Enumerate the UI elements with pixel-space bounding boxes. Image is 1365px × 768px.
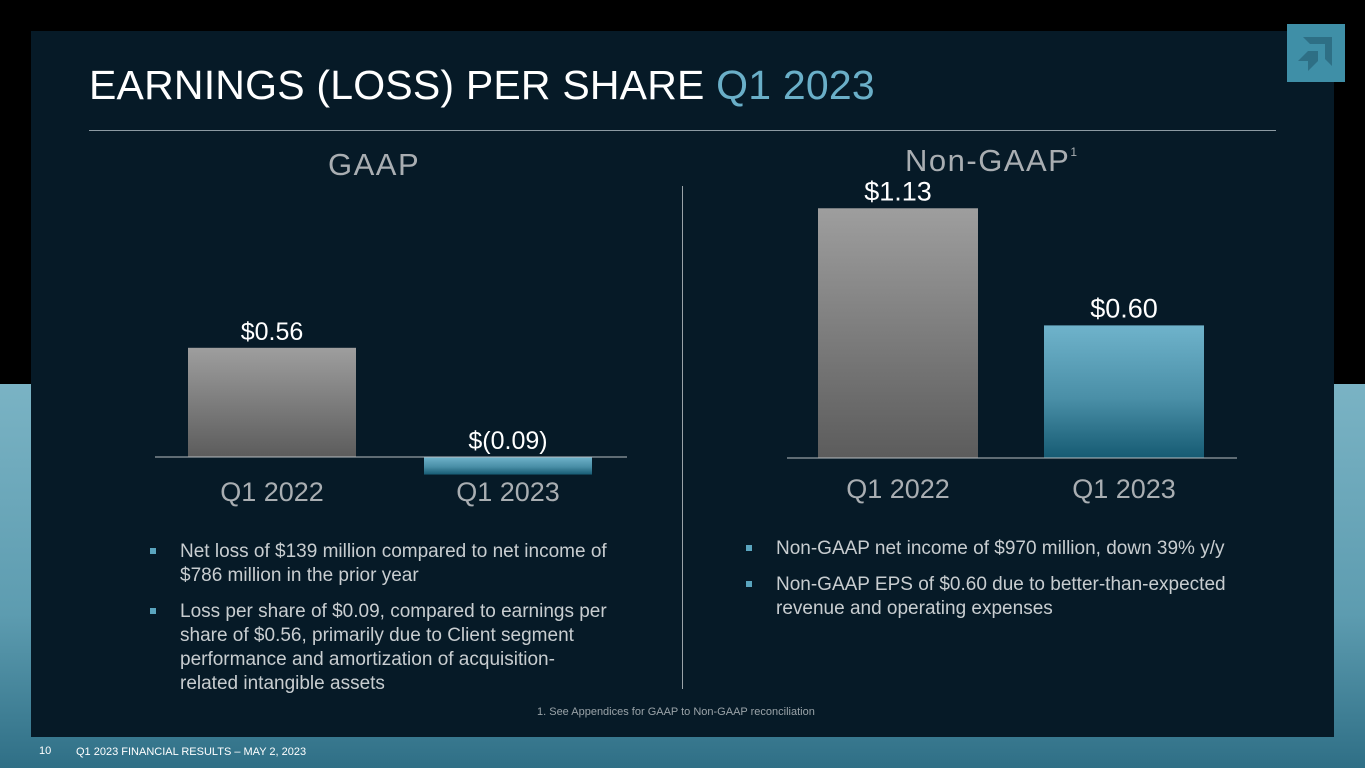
nongaap-bullet-2: Non-GAAP EPS of $0.60 due to better-than…: [744, 573, 1264, 621]
gaap-bar-q1-2022: [188, 347, 356, 457]
gaap-bar-q1-2023: [424, 457, 592, 475]
nongaap-bullet-1: Non-GAAP net income of $970 million, dow…: [744, 537, 1264, 561]
nongaap-data-label-2: $0.60: [1090, 293, 1158, 323]
footnote: 1. See Appendices for GAAP to Non-GAAP r…: [537, 706, 815, 718]
amd-logo: [1287, 24, 1345, 82]
gaap-tick-label-1: Q1 2022: [220, 477, 324, 507]
gaap-data-label-1: $0.56: [241, 318, 304, 346]
nongaap-data-label-1: $1.13: [864, 176, 932, 206]
nongaap-bullet-list: Non-GAAP net income of $970 million, dow…: [744, 537, 1264, 633]
nongaap-heading: Non-GAAP1: [905, 143, 1077, 179]
gaap-bullet-list: Net loss of $139 million compared to net…: [148, 540, 608, 708]
title-main: EARNINGS (LOSS) PER SHARE: [89, 62, 705, 108]
title-rule: [89, 130, 1276, 131]
page-number: 10: [39, 745, 52, 757]
footer-text: Q1 2023 FINANCIAL RESULTS – MAY 2, 2023: [76, 746, 307, 758]
nongaap-bar-q1-2022: [818, 208, 978, 458]
panel-divider: [682, 186, 683, 689]
gaap-data-label-2: $(0.09): [468, 427, 547, 455]
page-title: EARNINGS (LOSS) PER SHARE Q1 2023: [89, 62, 875, 109]
amd-arrow-icon: [1298, 37, 1332, 71]
nongaap-tick-label-2: Q1 2023: [1072, 474, 1176, 504]
footnote-marker: 1: [1070, 145, 1078, 159]
title-accent: Q1 2023: [716, 62, 875, 108]
nongaap-tick-label-1: Q1 2022: [846, 474, 950, 504]
gaap-heading: GAAP: [328, 147, 421, 182]
gaap-tick-label-2: Q1 2023: [456, 477, 560, 507]
gaap-bullet-1: Net loss of $139 million compared to net…: [148, 540, 608, 588]
gaap-bullet-2: Loss per share of $0.09, compared to ear…: [148, 600, 608, 696]
nongaap-heading-text: Non-GAAP: [905, 143, 1071, 178]
nongaap-bar-q1-2023: [1044, 325, 1204, 458]
